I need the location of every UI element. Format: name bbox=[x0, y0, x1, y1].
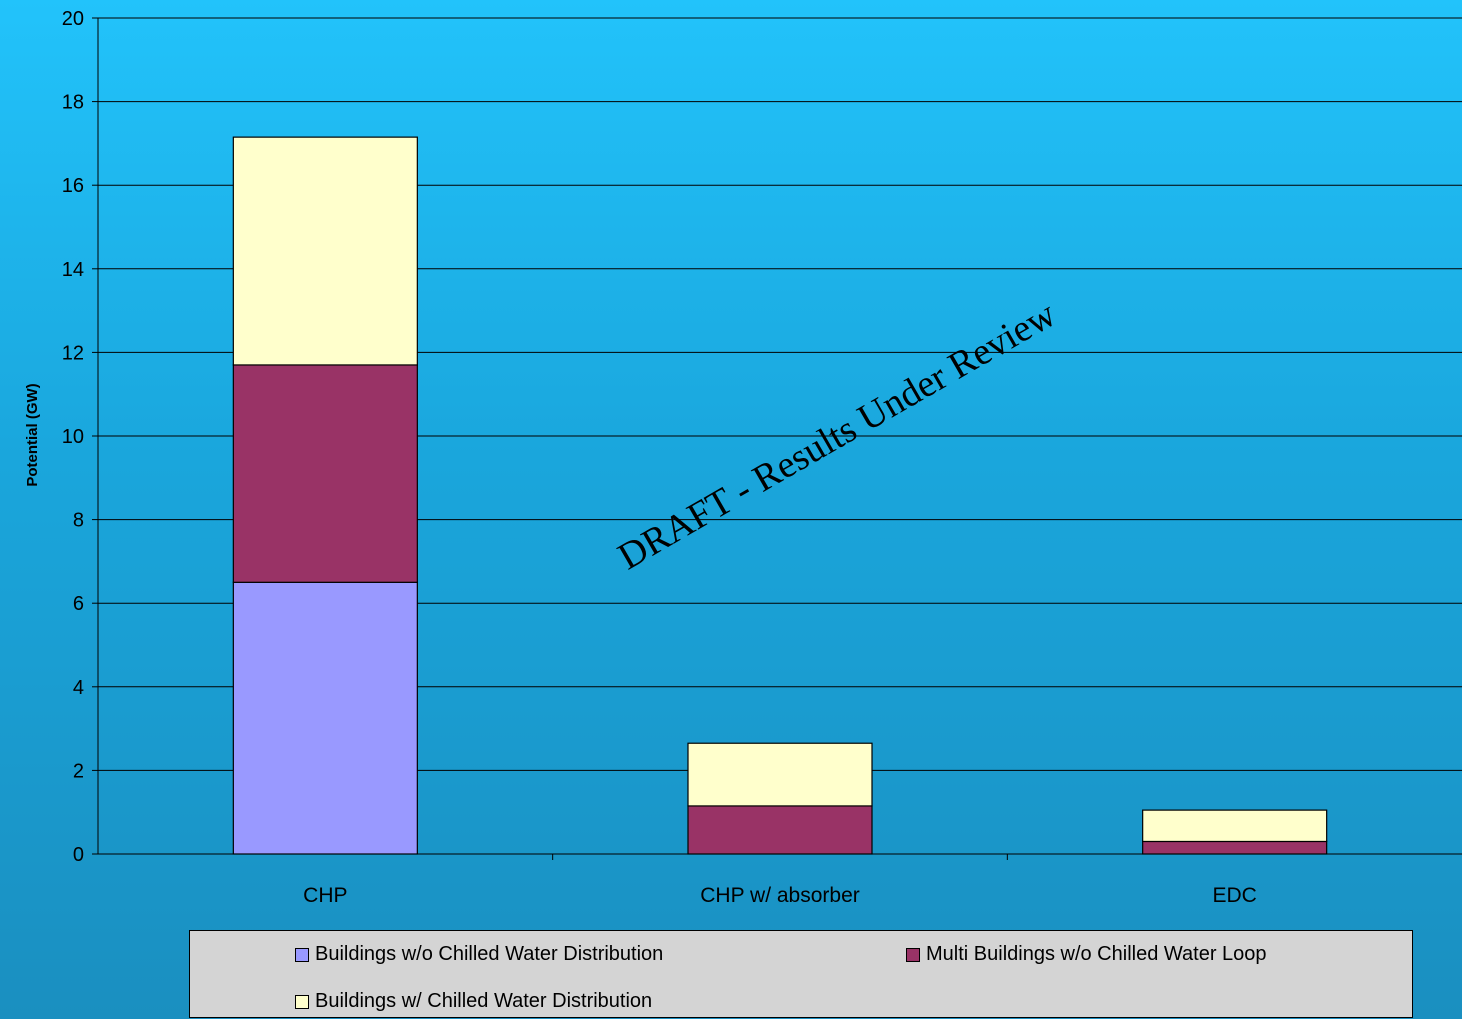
y-tick-label: 6 bbox=[73, 593, 84, 615]
y-tick-label: 10 bbox=[62, 426, 84, 448]
bar-segment bbox=[232, 364, 418, 583]
bar-segment bbox=[1142, 840, 1328, 855]
axes bbox=[92, 17, 1462, 860]
legend-label: Buildings w/ Chilled Water Distribution bbox=[315, 990, 653, 1012]
legend-swatch bbox=[906, 947, 920, 962]
y-tick-labels: 0 2 4 6 8 10 12 14 16 18 20 bbox=[62, 8, 84, 866]
legend-item-multi-buildings: Multi Buildings w/o Chilled Water Loop bbox=[906, 943, 1267, 966]
y-tick-label: 4 bbox=[73, 677, 84, 699]
x-tick-label: CHP w/ absorber bbox=[700, 884, 860, 907]
bar-segment bbox=[687, 805, 873, 855]
legend-label: Buildings w/o Chilled Water Distribution bbox=[315, 943, 664, 965]
y-tick-label: 16 bbox=[62, 175, 84, 197]
bars bbox=[232, 136, 1328, 855]
y-tick-label: 14 bbox=[62, 259, 84, 281]
bar-segment bbox=[687, 742, 873, 807]
bar-segment bbox=[1142, 809, 1328, 843]
y-tick-label: 0 bbox=[73, 844, 84, 866]
legend-item-buildings-w-chilled: Buildings w/ Chilled Water Distribution bbox=[295, 990, 652, 1013]
legend-label: Multi Buildings w/o Chilled Water Loop bbox=[926, 943, 1267, 965]
legend-swatch bbox=[295, 994, 309, 1009]
x-tick-label: CHP bbox=[303, 884, 347, 907]
y-axis-title: Potential (GW) bbox=[24, 383, 41, 486]
y-tick-label: 18 bbox=[62, 92, 84, 114]
x-tick-label: EDC bbox=[1212, 884, 1256, 907]
chart-legend: Buildings w/o Chilled Water Distribution… bbox=[189, 930, 1413, 1018]
y-tick-label: 2 bbox=[73, 760, 84, 782]
y-tick-label: 12 bbox=[62, 342, 84, 364]
y-tick-label: 8 bbox=[73, 510, 84, 532]
legend-item-buildings-wo-chilled: Buildings w/o Chilled Water Distribution bbox=[295, 943, 663, 966]
bar-segment bbox=[232, 581, 418, 855]
y-tick-label: 20 bbox=[62, 8, 84, 30]
x-tick-labels: CHP CHP w/ absorber EDC bbox=[303, 884, 1257, 907]
draft-watermark: DRAFT - Results Under Review bbox=[611, 293, 1063, 578]
bar-segment bbox=[232, 136, 418, 366]
legend-swatch bbox=[295, 947, 309, 962]
